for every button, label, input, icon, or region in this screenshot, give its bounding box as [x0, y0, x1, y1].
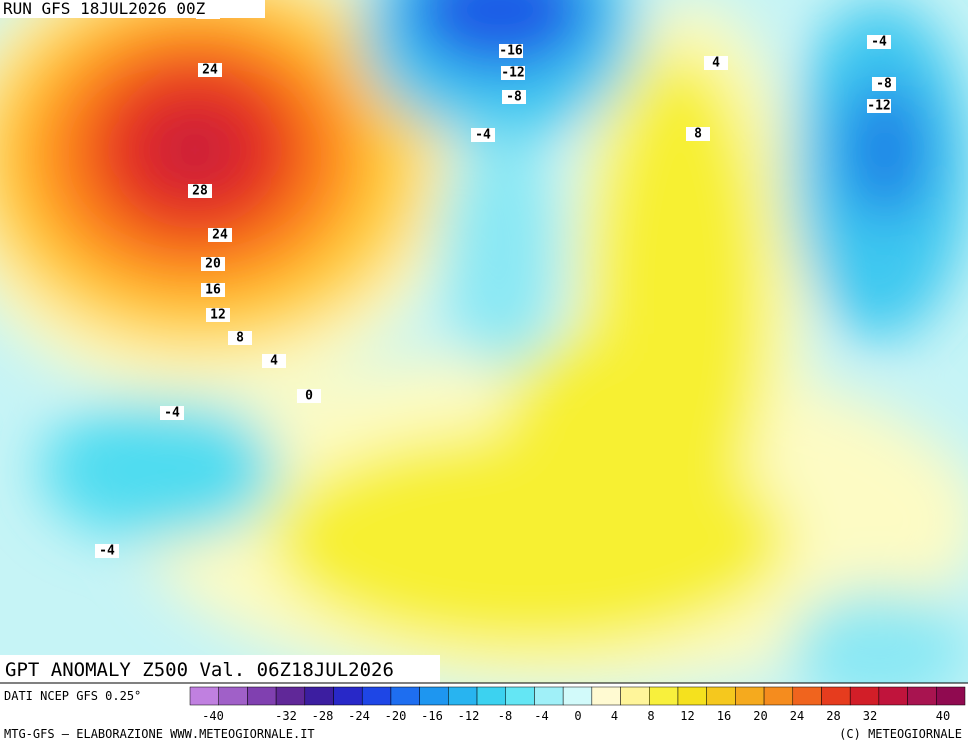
- label-box: [471, 128, 495, 142]
- color-swatch: [620, 686, 650, 706]
- color-swatch: [792, 686, 822, 706]
- color-swatch: [649, 686, 679, 706]
- label-box: [188, 184, 212, 198]
- contour-label: 0: [305, 389, 313, 404]
- color-swatch: [476, 686, 506, 706]
- color-swatch: [390, 686, 420, 706]
- color-swatch: [706, 686, 736, 706]
- color-swatch: [218, 686, 248, 706]
- footer-right: (C) METEOGIORNALE: [839, 727, 962, 741]
- contour-label: 12: [210, 308, 226, 323]
- color-swatch: [534, 686, 564, 706]
- label-box: [262, 354, 286, 368]
- contour-label: -4: [164, 406, 180, 421]
- label-box: [208, 228, 232, 242]
- color-swatch: [907, 686, 937, 706]
- color-swatch: [275, 686, 306, 706]
- map-title-box: [0, 655, 440, 683]
- color-swatch: [304, 686, 334, 706]
- colorbar-tick-label: 32: [863, 709, 877, 723]
- colorbar-tick-label: -8: [498, 709, 512, 723]
- color-swatch: [936, 686, 966, 706]
- contour-label: 28: [192, 184, 208, 199]
- label-box: [228, 331, 252, 345]
- label-box: [872, 77, 896, 91]
- contour-label: -12: [867, 99, 890, 114]
- colorbar-tick-label: 12: [680, 709, 694, 723]
- label-box: [198, 63, 222, 77]
- label-box: [502, 90, 526, 104]
- run-title: RUN GFS 18JUL2026 00Z: [3, 0, 206, 18]
- color-swatch: [878, 686, 908, 706]
- color-swatch: [763, 686, 794, 706]
- contour-label: -8: [876, 77, 892, 92]
- label-box: [95, 544, 119, 558]
- color-swatch: [849, 686, 880, 706]
- contour-label: 4: [270, 354, 278, 369]
- contour-label: -4: [99, 544, 115, 559]
- colorbar-tick-label: -24: [348, 709, 370, 723]
- data-source: DATI NCEP GFS 0.25°: [4, 689, 141, 703]
- color-swatch: [562, 686, 593, 706]
- contour-labels: 28242824201612840-4-4-16-12-8-448-4-8-12: [95, 5, 896, 559]
- label-box: [201, 283, 225, 297]
- color-swatch: [735, 686, 765, 706]
- label-box: [867, 35, 891, 49]
- label-box: [201, 257, 225, 271]
- color-swatch: [591, 686, 621, 706]
- colorbar-tick-label: 4: [611, 709, 618, 723]
- colorbar-tick-label: 20: [753, 709, 767, 723]
- color-swatch: [419, 686, 449, 706]
- label-box: [499, 44, 523, 58]
- color-swatch: [333, 686, 363, 706]
- colorbar-tick-label: -4: [534, 709, 548, 723]
- label-box: [206, 308, 230, 322]
- title-box: [0, 0, 265, 18]
- color-swatch: [189, 686, 219, 706]
- color-swatch: [448, 686, 478, 706]
- contour-label: 16: [205, 283, 221, 298]
- footer-left: MTG-GFS — ELABORAZIONE WWW.METEOGIORNALE…: [4, 727, 315, 741]
- label-box: [704, 56, 728, 70]
- colorbar-tick-label: -28: [312, 709, 334, 723]
- color-swatch: [821, 686, 851, 706]
- contour-label: 24: [202, 63, 218, 78]
- contour-label: 4: [712, 56, 720, 71]
- label-box: [867, 99, 891, 113]
- colorbar-tick-label: 24: [790, 709, 804, 723]
- colorbar-tick-label: -20: [385, 709, 407, 723]
- label-box: [160, 406, 184, 420]
- color-swatch: [677, 686, 707, 706]
- contour-label: -4: [475, 128, 491, 143]
- anomaly-map: [0, 0, 968, 683]
- map-title: GPT ANOMALY Z500 Val. 06Z18JUL2026: [5, 659, 394, 681]
- colorbar-tick-label: -16: [421, 709, 443, 723]
- label-box: [686, 127, 710, 141]
- contour-label: 8: [236, 331, 244, 346]
- contour-label: 20: [205, 257, 221, 272]
- color-swatch: [361, 686, 392, 706]
- contour-label: 24: [212, 228, 228, 243]
- colorbar-tick-label: 0: [574, 709, 581, 723]
- colorbar-tick-label: 28: [826, 709, 840, 723]
- colorbar-tick-label: 40: [936, 709, 950, 723]
- colorbar-tick-label: -40: [202, 709, 224, 723]
- contour-label: -8: [506, 90, 522, 105]
- color-swatch: [505, 686, 535, 706]
- colorbar-tick-label: -12: [458, 709, 480, 723]
- colorbar-tick-label: -32: [275, 709, 297, 723]
- contour-label: -16: [499, 44, 523, 59]
- contour-label: -12: [501, 66, 524, 81]
- contour-label: 8: [694, 127, 702, 142]
- colorbar-tick-label: 8: [647, 709, 654, 723]
- label-box: [501, 66, 525, 80]
- label-box: [297, 389, 321, 403]
- color-swatch: [247, 686, 277, 706]
- contour-label: -4: [871, 35, 887, 50]
- colorbar-tick-label: 16: [717, 709, 731, 723]
- colorbar: -40 -32 -28 -24 -20 -16 -12 -8 -4 0 4 8 12 16 20 24 28 32…: [189, 686, 966, 723]
